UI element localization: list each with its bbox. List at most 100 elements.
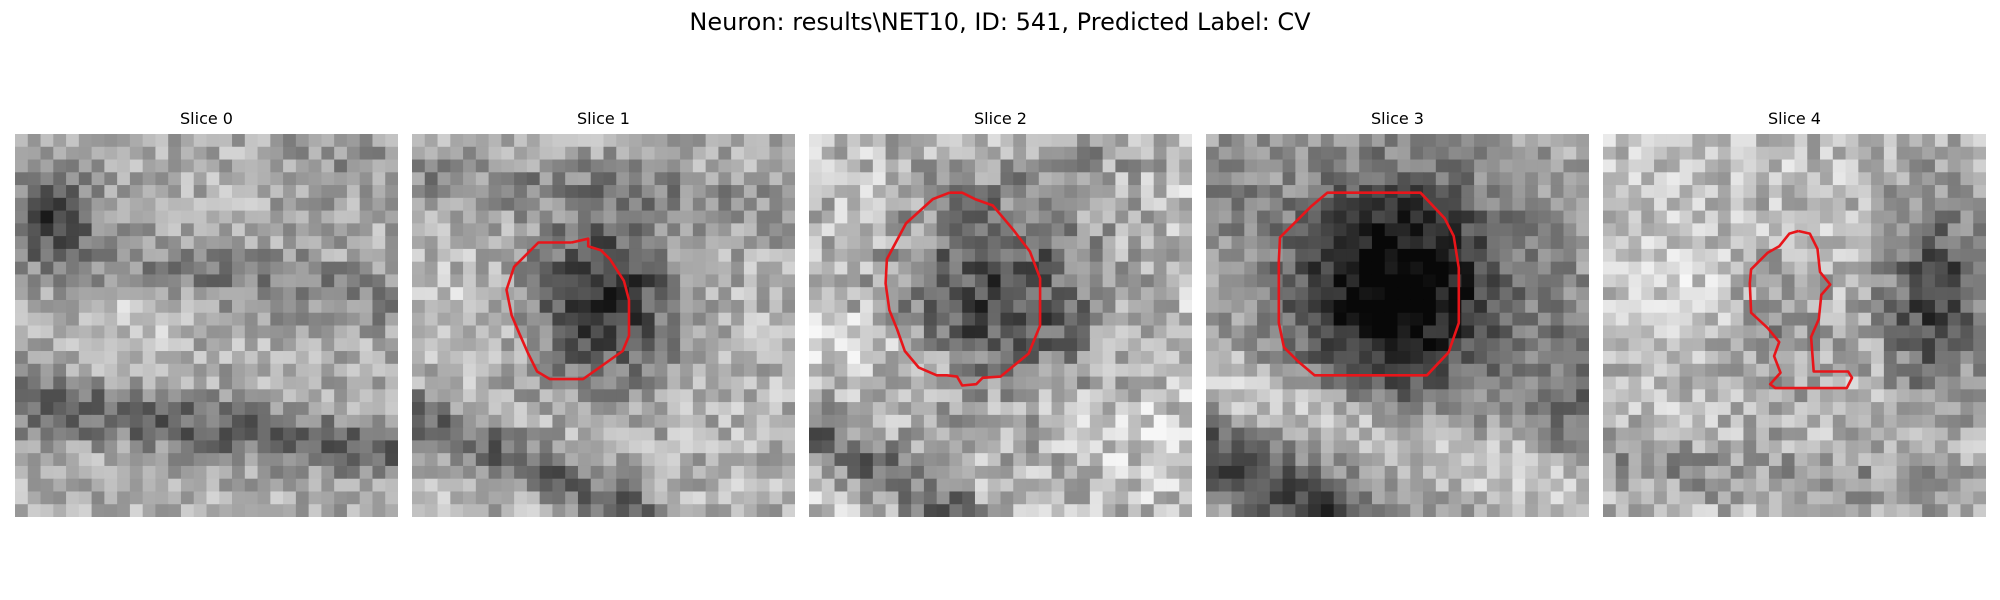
image-pixel	[244, 248, 259, 263]
image-pixel	[295, 248, 310, 263]
image-pixel	[936, 261, 951, 276]
image-pixel	[1359, 414, 1373, 429]
image-pixel	[1410, 159, 1424, 173]
image-pixel	[1038, 504, 1053, 517]
image-pixel	[1435, 491, 1450, 505]
image-pixel	[334, 427, 348, 441]
image-pixel	[359, 504, 374, 517]
image-pixel	[539, 287, 554, 301]
image-pixel	[680, 414, 694, 429]
image-pixel	[1153, 440, 1168, 454]
image-pixel	[53, 223, 67, 237]
image-pixel	[1499, 491, 1513, 505]
image-pixel	[501, 351, 515, 365]
image-pixel	[872, 134, 887, 148]
image-pixel	[450, 414, 464, 429]
image-pixel	[1359, 159, 1373, 173]
image-pixel	[1346, 414, 1360, 429]
image-pixel	[641, 351, 656, 365]
image-pixel	[463, 159, 477, 173]
image-pixel	[1896, 287, 1910, 301]
image-pixel	[1282, 159, 1296, 173]
image-pixel	[1153, 236, 1168, 250]
image-pixel	[283, 210, 297, 224]
image-pixel	[987, 351, 1002, 365]
image-pixel	[1909, 363, 1923, 378]
image-pixel	[334, 236, 348, 250]
image-pixel	[1166, 223, 1180, 237]
image-pixel	[1064, 389, 1078, 403]
image-pixel	[705, 299, 719, 314]
image-pixel	[654, 248, 668, 263]
image-pixel	[603, 236, 617, 250]
image-pixel	[1576, 210, 1589, 224]
image-pixel	[577, 338, 592, 352]
image-pixel	[1206, 389, 1220, 403]
image-pixel	[40, 402, 54, 416]
image-pixel	[577, 440, 592, 454]
image-pixel	[1576, 261, 1589, 276]
image-pixel	[1013, 287, 1027, 301]
image-pixel	[1423, 261, 1437, 276]
image-pixel	[1320, 351, 1335, 365]
image-pixel	[15, 287, 29, 301]
image-pixel	[1077, 236, 1091, 250]
image-pixel	[1128, 427, 1142, 441]
image-pixel	[1730, 504, 1745, 517]
image-pixel	[450, 491, 464, 505]
image-pixel	[1474, 325, 1488, 339]
image-pixel	[962, 363, 976, 378]
image-pixel	[680, 261, 694, 276]
image-pixel	[450, 185, 464, 199]
image-pixel	[1295, 146, 1309, 161]
image-pixel	[1371, 338, 1386, 352]
image-pixel	[1448, 504, 1462, 517]
image-pixel	[1269, 427, 1284, 441]
image-pixel	[514, 504, 528, 517]
image-pixel	[155, 274, 169, 288]
image-pixel	[654, 363, 668, 378]
image-pixel	[514, 491, 528, 505]
image-pixel	[1000, 274, 1014, 288]
image-pixel	[1666, 491, 1681, 505]
image-pixel	[346, 287, 361, 301]
image-pixel	[692, 427, 707, 441]
image-pixel	[1576, 363, 1589, 378]
image-pixel	[180, 185, 195, 199]
image-pixel	[603, 287, 617, 301]
image-pixel	[1537, 465, 1552, 480]
image-pixel	[1257, 274, 1271, 288]
image-pixel	[1231, 351, 1245, 365]
image-pixel	[898, 414, 912, 429]
image-pixel	[424, 274, 439, 288]
image-pixel	[437, 389, 451, 403]
image-pixel	[206, 159, 220, 173]
image-pixel	[552, 210, 566, 224]
image-pixel	[1397, 351, 1411, 365]
image-pixel	[412, 478, 426, 493]
image-pixel	[1820, 414, 1834, 429]
image-pixel	[1218, 134, 1233, 148]
image-pixel	[1371, 478, 1386, 493]
image-pixel	[1768, 197, 1783, 212]
image-pixel	[1705, 210, 1719, 224]
image-pixel	[1371, 389, 1386, 403]
image-pixel	[1026, 504, 1040, 517]
image-pixel	[78, 312, 93, 327]
image-pixel	[590, 210, 605, 224]
image-pixel	[437, 185, 451, 199]
image-pixel	[1896, 440, 1910, 454]
image-pixel	[1038, 338, 1053, 352]
image-pixel	[1537, 453, 1552, 467]
image-pixel	[1308, 504, 1322, 517]
image-pixel	[1537, 389, 1552, 403]
image-pixel	[1102, 197, 1116, 212]
image-pixel	[756, 197, 771, 212]
image-pixel	[514, 223, 528, 237]
image-pixel	[450, 197, 464, 212]
image-pixel	[334, 146, 348, 161]
image-pixel	[1282, 236, 1296, 250]
image-pixel	[923, 491, 938, 505]
image-pixel	[1730, 414, 1745, 429]
image-pixel	[142, 363, 157, 378]
